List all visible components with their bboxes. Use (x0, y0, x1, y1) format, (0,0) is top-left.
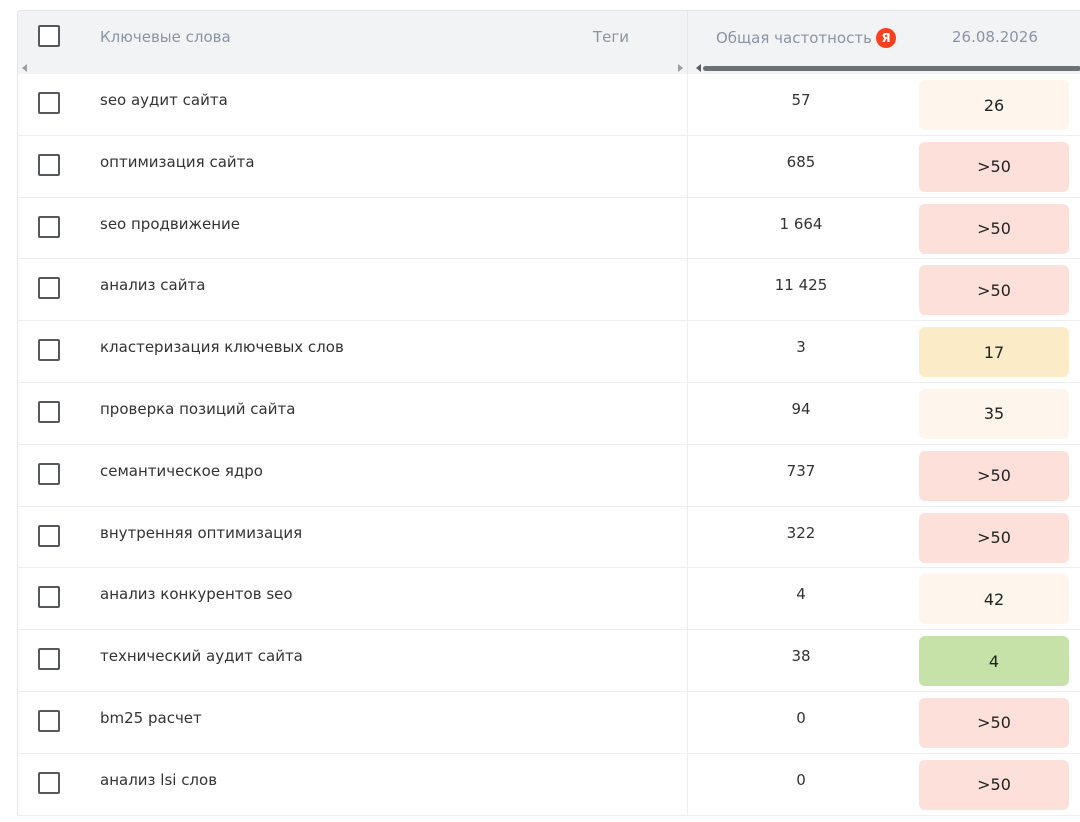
table-row[interactable]: семантическое ядро 737 >50 (17, 444, 1080, 507)
row-checkbox[interactable] (38, 339, 60, 362)
column-divider (687, 74, 688, 135)
column-divider (687, 197, 688, 259)
scroll-right-arrow-icon[interactable] (678, 64, 683, 72)
column-divider (687, 568, 688, 630)
row-checkbox[interactable] (38, 586, 60, 609)
frequency-value: 0 (796, 770, 806, 789)
column-divider (687, 444, 688, 506)
column-header-date[interactable]: 26.08.2026 (952, 28, 1038, 46)
row-checkbox[interactable] (38, 153, 60, 176)
position-badge: >50 (919, 512, 1069, 563)
table-row[interactable]: анализ lsi слов 0 >50 (17, 753, 1080, 816)
frequency-value: 737 (786, 461, 816, 480)
frequency-value: 11 425 (774, 276, 828, 295)
keyword-text: оптимизация сайта (100, 152, 255, 171)
keyword-text: проверка позиций сайта (100, 399, 296, 418)
keyword-text: анализ lsi слов (100, 770, 218, 789)
column-divider (687, 321, 688, 382)
row-checkbox[interactable] (38, 524, 60, 547)
column-header-frequency-label: Общая частотность (716, 29, 872, 47)
row-checkbox[interactable] (38, 215, 60, 238)
position-badge: 26 (919, 80, 1069, 130)
keyword-text: кластеризация ключевых слов (100, 338, 344, 357)
table-header: Ключевые слова Теги Общая частотность Я … (17, 10, 1080, 75)
position-badge: 42 (919, 574, 1069, 625)
position-badge: 4 (919, 636, 1069, 687)
horizontal-scrollbar-right[interactable] (693, 63, 1080, 75)
row-checkbox[interactable] (38, 92, 60, 114)
scroll-left-arrow-icon[interactable] (22, 64, 27, 72)
keyword-text: внутренняя оптимизация (100, 523, 303, 542)
table-row[interactable]: проверка позиций сайта 94 35 (17, 382, 1080, 445)
position-badge: >50 (919, 697, 1069, 748)
row-checkbox[interactable] (38, 709, 60, 732)
table-row[interactable]: seo продвижение 1 664 >50 (17, 197, 1080, 260)
column-divider (687, 259, 688, 321)
table-row[interactable]: анализ конкурентов seo 4 42 (17, 568, 1080, 631)
frequency-value: 1 664 (779, 214, 823, 233)
table-row[interactable]: анализ сайта 11 425 >50 (17, 259, 1080, 322)
table-body: seo аудит сайта 57 26 оптимизация сайта … (17, 74, 1080, 816)
position-badge: >50 (919, 450, 1069, 501)
table-row[interactable]: кластеризация ключевых слов 3 17 (17, 321, 1080, 383)
keyword-text: bm25 расчет (100, 708, 202, 727)
frequency-value: 0 (796, 708, 806, 727)
row-checkbox[interactable] (38, 462, 60, 485)
row-checkbox[interactable] (38, 771, 60, 794)
row-checkbox[interactable] (38, 277, 60, 300)
frequency-value: 38 (791, 647, 811, 666)
keyword-text: технический аудит сайта (100, 647, 303, 666)
keywords-table: Ключевые слова Теги Общая частотность Я … (17, 10, 1080, 816)
table-row[interactable]: технический аудит сайта 38 4 (17, 630, 1080, 692)
column-divider (687, 691, 688, 753)
table-row[interactable]: оптимизация сайта 685 >50 (17, 135, 1080, 198)
column-divider (687, 382, 688, 444)
row-checkbox[interactable] (38, 648, 60, 671)
column-divider (687, 630, 688, 691)
frequency-value: 94 (791, 399, 811, 418)
position-badge: >50 (919, 265, 1069, 316)
keyword-text: seo продвижение (100, 214, 240, 233)
frequency-value: 57 (791, 91, 811, 109)
table-row[interactable]: bm25 расчет 0 >50 (17, 691, 1080, 754)
frequency-value: 322 (786, 523, 816, 542)
frequency-value: 4 (796, 585, 806, 604)
horizontal-scrollbar-left[interactable] (18, 63, 688, 75)
column-divider (687, 506, 688, 568)
keyword-text: анализ сайта (100, 276, 206, 295)
keyword-text: семантическое ядро (100, 461, 263, 480)
column-header-frequency[interactable]: Общая частотность Я (716, 28, 896, 48)
row-checkbox[interactable] (38, 400, 60, 423)
column-header-keywords[interactable]: Ключевые слова (100, 28, 231, 46)
select-all-checkbox[interactable] (38, 25, 60, 47)
column-header-tags[interactable]: Теги (593, 28, 630, 46)
position-badge: >50 (919, 759, 1069, 810)
frequency-value: 685 (786, 152, 816, 171)
table-row[interactable]: внутренняя оптимизация 322 >50 (17, 506, 1080, 569)
table-row[interactable]: seo аудит сайта 57 26 (17, 74, 1080, 136)
scroll-left-arrow-icon[interactable] (696, 64, 701, 72)
scrollbar-thumb[interactable] (703, 66, 1080, 71)
frequency-value: 3 (796, 338, 806, 357)
position-badge: 35 (919, 388, 1069, 439)
yandex-icon: Я (875, 28, 896, 48)
keyword-text: анализ конкурентов seo (100, 585, 293, 604)
position-badge: >50 (919, 141, 1069, 192)
keyword-text: seo аудит сайта (100, 91, 228, 109)
column-divider (687, 753, 688, 815)
header-divider (687, 11, 688, 75)
column-divider (687, 135, 688, 197)
position-badge: >50 (919, 203, 1069, 254)
position-badge: 17 (919, 327, 1069, 378)
